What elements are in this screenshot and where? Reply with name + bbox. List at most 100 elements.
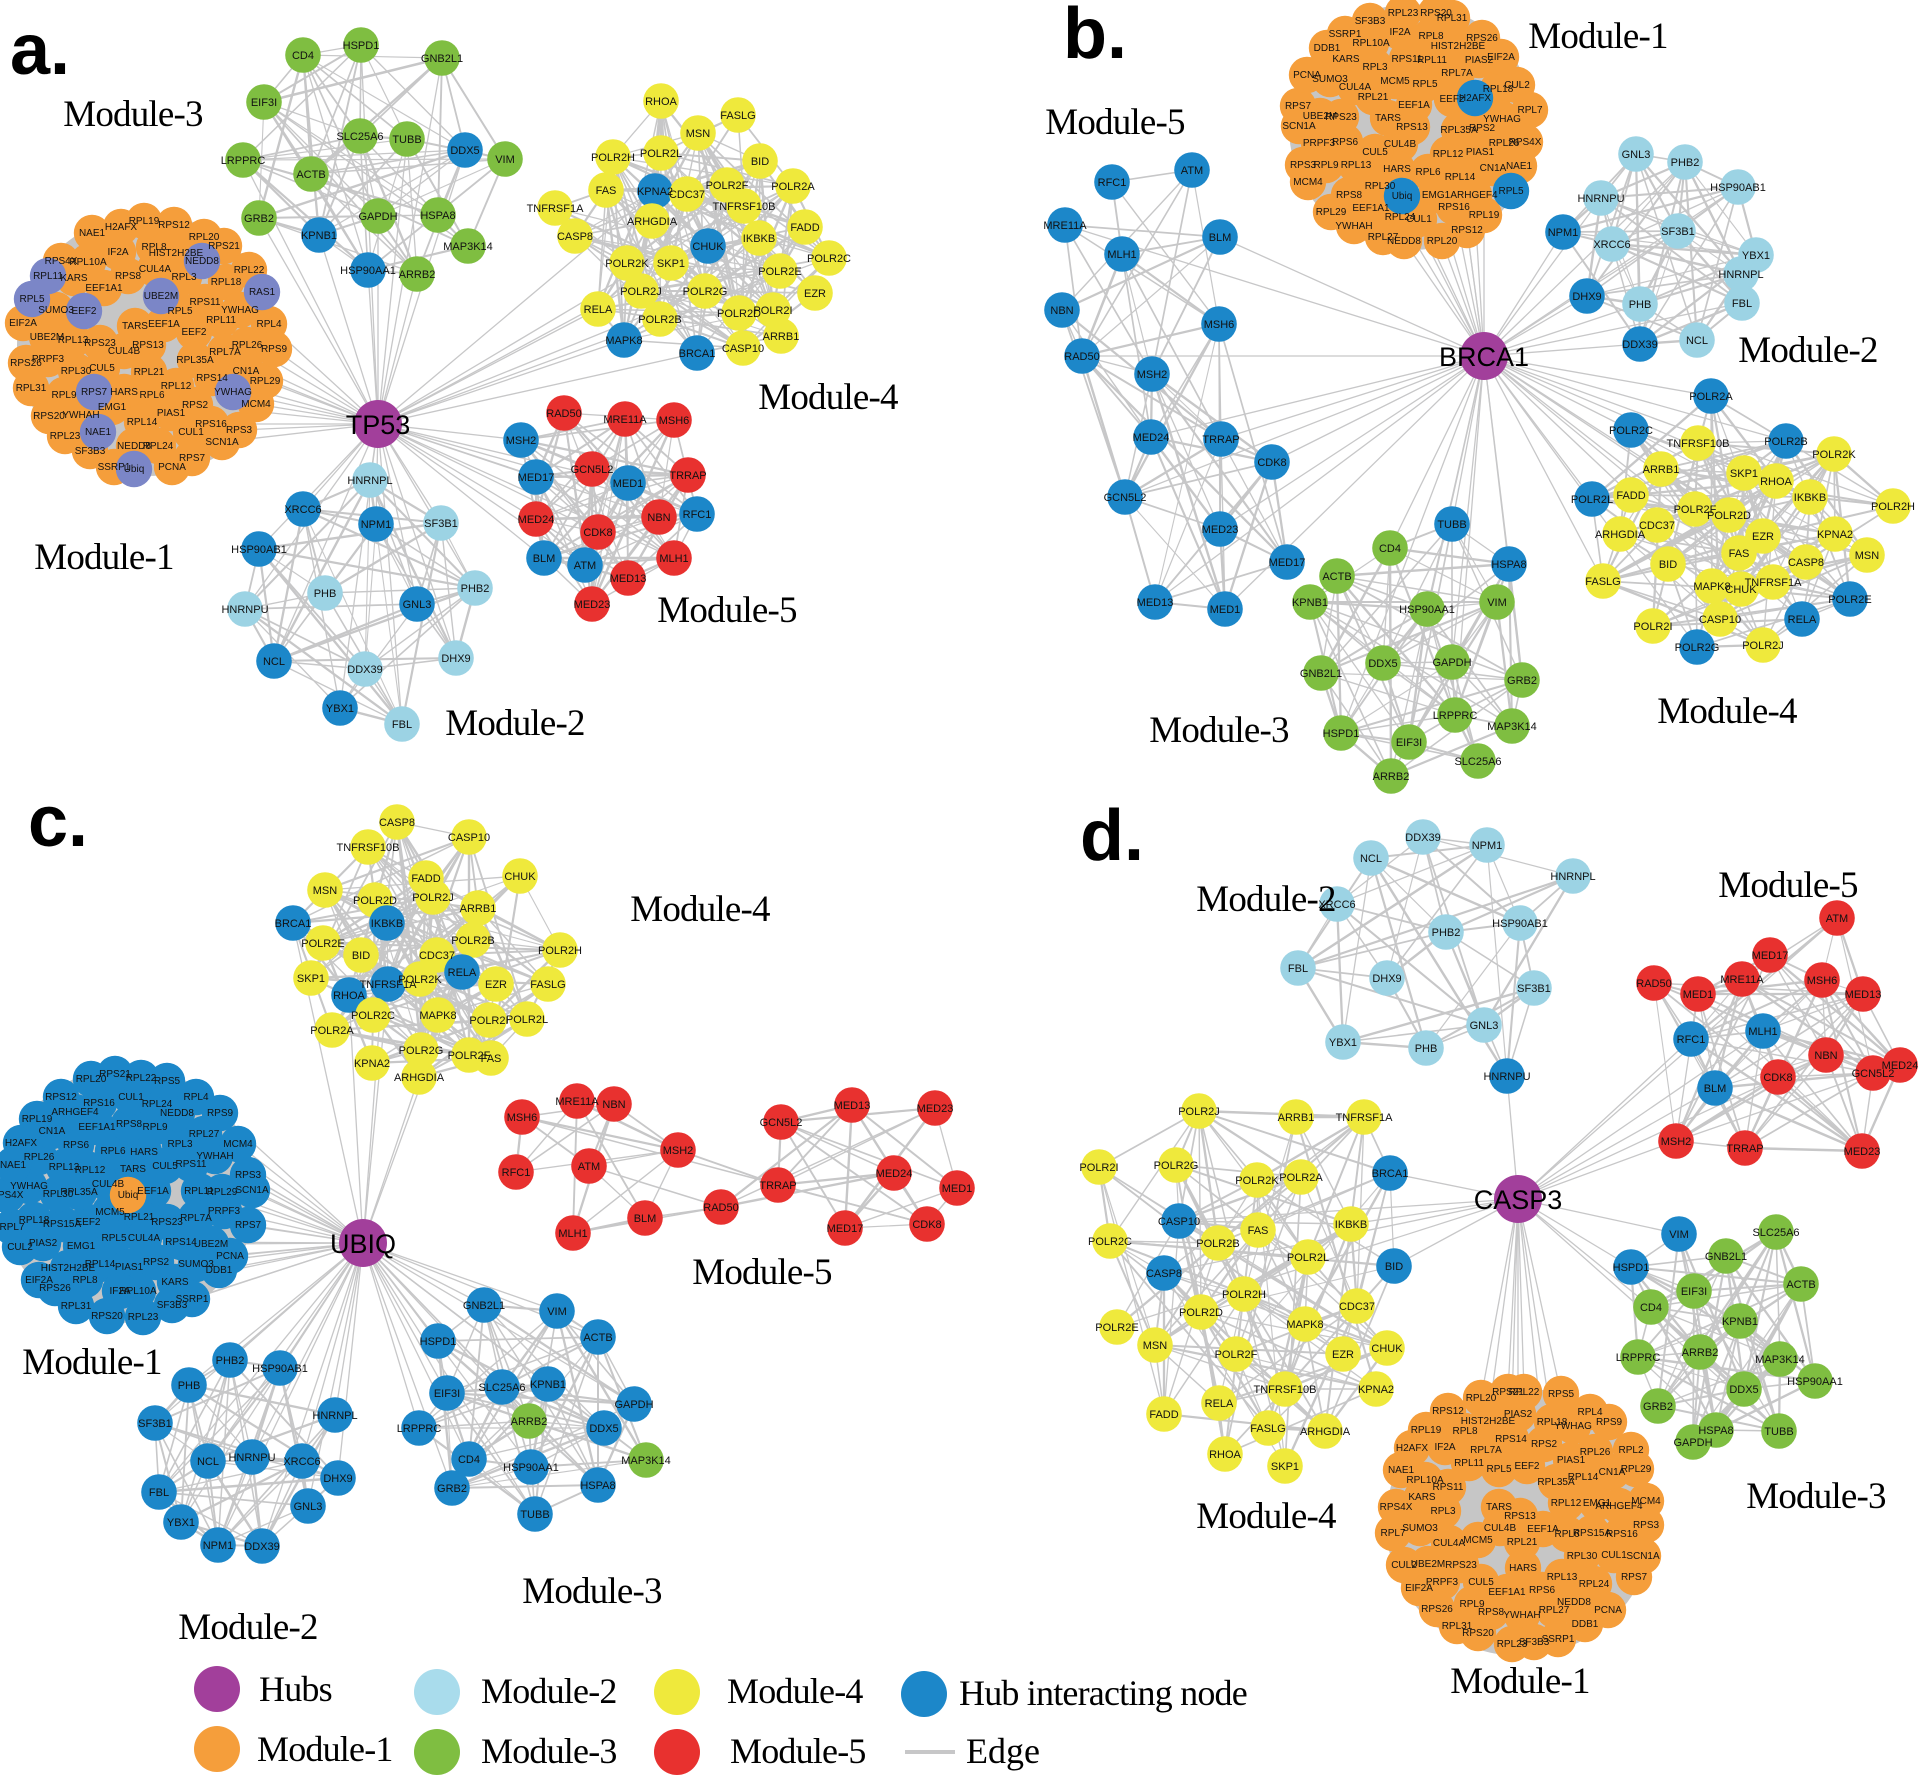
svg-text:IF2A: IF2A xyxy=(107,247,128,258)
svg-text:POLR2C: POLR2C xyxy=(807,253,851,265)
svg-text:FADD: FADD xyxy=(790,222,819,234)
svg-text:HSP90AB1: HSP90AB1 xyxy=(231,544,287,556)
svg-text:RPS13: RPS13 xyxy=(1396,122,1428,133)
svg-text:EIF3I: EIF3I xyxy=(1681,1286,1707,1298)
svg-text:PCNA: PCNA xyxy=(158,462,186,473)
svg-text:LRPPRC: LRPPRC xyxy=(221,155,266,167)
svg-text:DDX5: DDX5 xyxy=(1368,658,1397,670)
svg-text:Module-5: Module-5 xyxy=(1045,102,1185,143)
svg-text:ARRB1: ARRB1 xyxy=(763,331,800,343)
svg-text:FAS: FAS xyxy=(1729,548,1750,560)
svg-text:POLR2E: POLR2E xyxy=(758,266,801,278)
svg-text:PIAS1: PIAS1 xyxy=(157,408,186,419)
svg-text:HSPA8: HSPA8 xyxy=(1698,1425,1733,1437)
svg-text:POLR2D: POLR2D xyxy=(1179,1307,1223,1319)
svg-text:SCN1A: SCN1A xyxy=(1282,121,1316,132)
svg-text:POLR2G: POLR2G xyxy=(1675,642,1720,654)
svg-text:CUL4A: CUL4A xyxy=(128,1233,161,1244)
svg-text:ARRB1: ARRB1 xyxy=(1643,464,1680,476)
svg-text:SCN1A: SCN1A xyxy=(1626,1551,1660,1562)
svg-text:RPL11: RPL11 xyxy=(33,271,63,282)
svg-text:MED23: MED23 xyxy=(1844,1146,1881,1158)
svg-text:RPL6: RPL6 xyxy=(139,390,164,401)
svg-text:RPS26: RPS26 xyxy=(1421,1604,1453,1615)
svg-text:RPL18: RPL18 xyxy=(211,277,242,288)
svg-text:RPL5: RPL5 xyxy=(1486,1464,1511,1475)
svg-text:RPL29: RPL29 xyxy=(1316,207,1347,218)
svg-text:H2AFX: H2AFX xyxy=(1459,93,1492,104)
svg-text:Ubiq: Ubiq xyxy=(118,1190,139,1201)
svg-text:HSP90AB1: HSP90AB1 xyxy=(252,1363,308,1375)
svg-text:CN1A: CN1A xyxy=(39,1126,66,1137)
svg-text:EEF1A1: EEF1A1 xyxy=(1488,1587,1526,1598)
svg-text:RPL7A: RPL7A xyxy=(180,1213,212,1224)
svg-text:SSRP1: SSRP1 xyxy=(1329,29,1362,40)
svg-text:POLR2D: POLR2D xyxy=(353,895,397,907)
svg-text:RPL30: RPL30 xyxy=(61,366,92,377)
svg-text:FBL: FBL xyxy=(1288,963,1308,975)
svg-text:POLR2K: POLR2K xyxy=(1812,449,1856,461)
svg-text:SKP1: SKP1 xyxy=(297,973,325,985)
svg-text:RPS2: RPS2 xyxy=(1531,1439,1558,1450)
svg-text:NBN: NBN xyxy=(1050,305,1073,317)
svg-text:CD4: CD4 xyxy=(1379,543,1401,555)
svg-text:LRPPRC: LRPPRC xyxy=(1433,710,1478,722)
svg-text:CDK8: CDK8 xyxy=(1257,457,1286,469)
svg-text:POLR2C: POLR2C xyxy=(351,1010,395,1022)
svg-text:RPL12: RPL12 xyxy=(1551,1498,1582,1509)
svg-text:RPL5: RPL5 xyxy=(1412,79,1437,90)
svg-text:MAPK8: MAPK8 xyxy=(605,335,642,347)
svg-text:RPL21: RPL21 xyxy=(124,1212,155,1223)
svg-text:TNFRSF1A: TNFRSF1A xyxy=(1336,1112,1394,1124)
svg-text:DHX9: DHX9 xyxy=(441,653,470,665)
svg-text:POLR2I: POLR2I xyxy=(1079,1162,1118,1174)
svg-text:RPS11: RPS11 xyxy=(190,297,221,308)
svg-text:RPL23: RPL23 xyxy=(1497,1639,1528,1650)
svg-text:TARS: TARS xyxy=(122,321,148,332)
svg-text:SCN1A: SCN1A xyxy=(235,1185,269,1196)
svg-text:c.: c. xyxy=(28,782,88,862)
svg-text:HSPA8: HSPA8 xyxy=(580,1480,615,1492)
svg-text:Module-4: Module-4 xyxy=(727,1671,863,1711)
svg-text:ARRB2: ARRB2 xyxy=(399,269,436,281)
svg-text:ATM: ATM xyxy=(574,560,596,572)
svg-text:SSRP1: SSRP1 xyxy=(98,462,131,473)
svg-text:BRCA1: BRCA1 xyxy=(1372,1168,1409,1180)
svg-text:TARS: TARS xyxy=(1375,113,1401,124)
svg-text:TARS: TARS xyxy=(1486,1502,1512,1513)
svg-text:RPS2: RPS2 xyxy=(1469,123,1496,134)
svg-text:CUL5: CUL5 xyxy=(1468,1577,1494,1588)
svg-text:TNFRSF1A: TNFRSF1A xyxy=(360,979,418,991)
svg-text:BRCA1: BRCA1 xyxy=(679,348,716,360)
svg-text:TUBB: TUBB xyxy=(1437,519,1466,531)
svg-text:EMG1: EMG1 xyxy=(67,1241,96,1252)
svg-text:Ubiq: Ubiq xyxy=(1392,191,1413,202)
svg-text:RPL10A: RPL10A xyxy=(119,1286,157,1297)
svg-text:RPL26: RPL26 xyxy=(1580,1447,1611,1458)
svg-text:PHB2: PHB2 xyxy=(461,583,490,595)
svg-text:RAS1: RAS1 xyxy=(249,287,276,298)
svg-text:POLR2B: POLR2B xyxy=(451,935,494,947)
svg-text:IKBKB: IKBKB xyxy=(1794,492,1826,504)
svg-text:RPS4X: RPS4X xyxy=(1509,137,1542,148)
svg-text:RPL7A: RPL7A xyxy=(209,347,241,358)
svg-text:BID: BID xyxy=(1385,1261,1403,1273)
svg-text:HNRNPL: HNRNPL xyxy=(1550,871,1595,883)
svg-text:RPL20: RPL20 xyxy=(1427,236,1458,247)
svg-text:EEF2: EEF2 xyxy=(181,327,206,338)
svg-text:RPS9: RPS9 xyxy=(1596,1417,1623,1428)
svg-text:ACTB: ACTB xyxy=(1322,571,1351,583)
svg-text:Hubs: Hubs xyxy=(259,1669,332,1709)
svg-text:RPL12: RPL12 xyxy=(161,381,192,392)
svg-text:RPS6: RPS6 xyxy=(1529,1585,1556,1596)
svg-text:MRE11A: MRE11A xyxy=(1720,974,1764,986)
svg-text:RPS12: RPS12 xyxy=(45,1092,77,1103)
svg-text:RPS7: RPS7 xyxy=(1621,1572,1648,1583)
svg-text:H2AFX: H2AFX xyxy=(5,1138,38,1149)
svg-text:RPL23: RPL23 xyxy=(1388,8,1419,19)
svg-text:RPL13: RPL13 xyxy=(1341,160,1372,171)
svg-text:CHUK: CHUK xyxy=(1725,584,1757,596)
svg-text:KPNA2: KPNA2 xyxy=(1358,1384,1394,1396)
svg-text:RELA: RELA xyxy=(584,304,613,316)
svg-text:RPL5: RPL5 xyxy=(1498,186,1523,197)
